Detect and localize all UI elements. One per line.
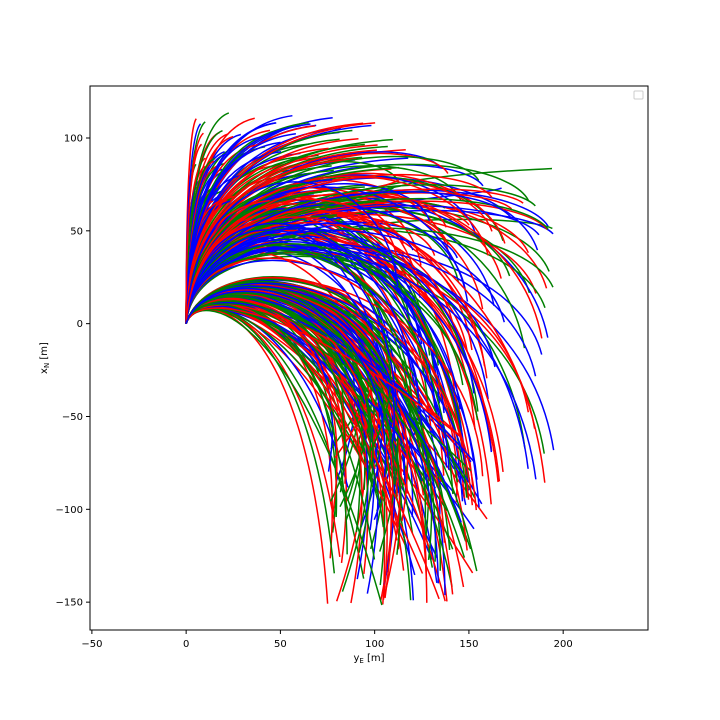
y-axis-label: xN [m] [39,342,51,374]
y-tick-label: −150 [56,598,83,609]
y-axis-ticks: −150 −100 −50 0 50 100 [56,133,90,609]
trajectory-line [185,295,346,493]
x-tick-label: 100 [365,639,384,650]
y-tick-label: 50 [70,226,83,237]
trajectory-line [185,198,397,324]
x-tick-label: 200 [554,639,573,650]
trajectory-line [185,247,537,480]
trajectory-lines [185,112,555,606]
trajectory-line [185,238,493,453]
trajectory-line [185,114,293,324]
trajectory-line [185,303,376,560]
trajectory-line [185,190,512,324]
trajectory-line [185,229,505,324]
trajectory-line [185,285,395,449]
trajectory-line [185,143,203,324]
trajectory-line [185,228,475,394]
trajectory-line [185,285,371,592]
y-tick-label: 0 [77,319,83,330]
trajectory-line [185,229,398,407]
y-tick-label: −50 [62,412,83,423]
y-tick-label: 100 [64,133,83,144]
trajectory-line [185,307,461,438]
plot-frame [89,85,649,631]
trajectory-line [185,181,399,324]
trajectory-line [185,290,387,478]
trajectory-line [185,257,474,506]
x-tick-label: 50 [274,639,287,650]
x-tick-label: 0 [183,639,189,650]
y-tick-label: −100 [56,505,83,516]
x-axis-label: yE [m] [353,653,384,665]
x-axis-ticks: −50 0 50 100 150 200 [81,630,573,650]
x-tick-label: 150 [459,639,478,650]
x-tick-label: −50 [81,639,102,650]
trajectory-line [185,173,493,324]
legend-box [633,90,644,100]
